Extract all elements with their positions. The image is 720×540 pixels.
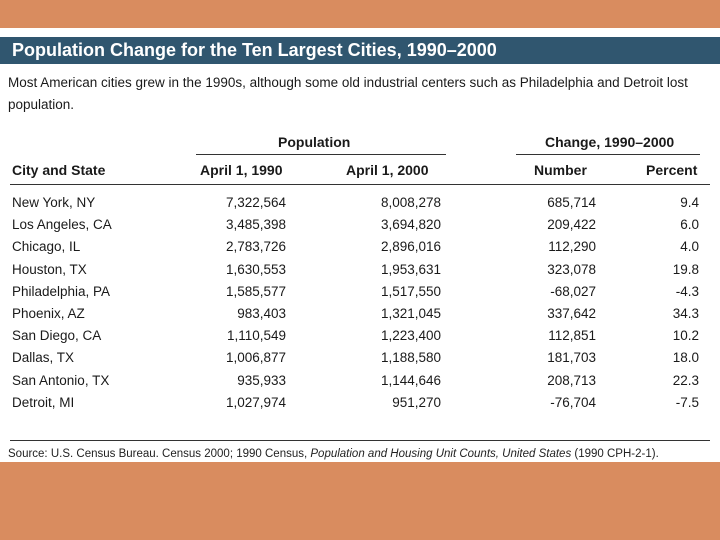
table-row: New York, NY 7,322,564 8,008,278 685,714 9.4 [0,192,720,214]
change-percent-cell: 19.8 [672,261,699,277]
source-prefix: Source: U.S. Census Bureau. Census 2000;… [8,448,311,460]
group-rule-change [516,154,700,155]
change-number-cell: 337,642 [547,306,596,321]
table-row: Houston, TX 1,630,553 1,953,631 323,078 19.8 [0,259,720,281]
change-percent-cell: 6.0 [680,217,699,233]
table-row: Phoenix, AZ 983,403 1,321,045 337,642 34.3 [0,303,720,325]
change-number-cell: 112,851 [548,328,596,344]
column-header-city: City and State [12,162,106,178]
pop-1990-cell: 1,110,549 [226,328,286,344]
header-rule [10,184,710,185]
pop-1990-cell: 983,403 [237,306,286,321]
table-row: Dallas, TX 1,006,877 1,188,580 181,703 18.0 [0,347,720,369]
table-row: Philadelphia, PA 1,585,577 1,517,550 -68,02… [0,281,720,303]
city-cell: San Antonio, TX [12,372,110,388]
city-cell: Detroit, MI [12,394,75,410]
city-cell: Chicago, IL [12,239,81,255]
pop-1990-cell: 3,485,398 [225,217,286,233]
pop-1990-cell: 7,322,564 [225,195,286,210]
pop-2000-cell: 1,321,045 [380,306,441,321]
table-row: Chicago, IL 2,783,726 2,896,016 112,290 4.0 [0,236,720,258]
change-number-cell: 685,714 [547,195,596,210]
pop-1990-cell: 935,933 [237,372,286,388]
change-number-cell: -76,704 [550,394,596,410]
change-percent-cell: 18.0 [672,350,699,366]
bottom-rule [10,440,710,441]
change-percent-cell: 22.3 [672,372,699,388]
change-percent-cell: 4.0 [680,239,699,255]
pop-2000-cell: 1,144,646 [380,372,441,388]
pop-2000-cell: 3,694,820 [380,217,441,233]
group-rule-population [196,154,446,155]
pop-2000-cell: 1,517,550 [380,283,441,299]
city-cell: Houston, TX [12,261,87,277]
pop-1990-cell: 2,783,726 [225,239,286,255]
page-title: Population Change for the Ten Largest Ci… [12,40,497,60]
city-cell: Los Angeles, CA [12,217,112,233]
change-percent-cell: 34.3 [672,306,699,321]
column-header-april-1990: April 1, 1990 [200,162,283,178]
change-number-cell: 208,713 [547,372,596,388]
change-number-cell: 112,290 [548,239,596,255]
change-number-cell: 209,422 [547,217,596,233]
source-note: Source: U.S. Census Bureau. Census 2000;… [8,445,708,463]
group-header-population: Population [278,134,351,150]
title-bar: Population Change for the Ten Largest Ci… [0,37,720,64]
table-row: San Antonio, TX 935,933 1,144,646 208,713 22… [0,370,720,392]
table-row: San Diego, CA 1,110,549 1,223,400 112,851 10… [0,325,720,347]
intro-text: Most American cities grew in the 1990s, … [8,75,688,112]
column-header-percent: Percent [646,162,698,178]
city-cell: Dallas, TX [12,350,75,366]
table-row: Detroit, MI 1,027,974 951,270 -76,704 -7.5 [0,392,720,414]
pop-1990-cell: 1,630,553 [225,261,286,277]
city-cell: New York, NY [12,195,96,210]
change-number-cell: -68,027 [550,283,596,299]
table-panel: Population Change for the Ten Largest Ci… [0,28,720,462]
table-row: Los Angeles, CA 3,485,398 3,694,820 209,422… [0,214,720,236]
city-cell: Phoenix, AZ [12,306,85,321]
change-percent-cell: -7.5 [675,394,699,410]
change-percent-cell: -4.3 [675,283,699,299]
change-number-cell: 181,703 [547,350,596,366]
pop-2000-cell: 2,896,016 [380,239,441,255]
pop-1990-cell: 1,006,877 [225,350,286,366]
pop-1990-cell: 1,027,974 [225,394,286,410]
pop-2000-cell: 1,188,580 [380,350,441,366]
pop-2000-cell: 1,953,631 [380,261,441,277]
pop-2000-cell: 8,008,278 [380,195,441,210]
source-italic: Population and Housing Unit Counts, Unit… [310,448,572,460]
change-percent-cell: 9.4 [680,195,699,210]
pop-2000-cell: 951,270 [392,394,441,410]
pop-2000-cell: 1,223,400 [380,328,441,344]
change-percent-cell: 10.2 [672,328,699,344]
source-suffix: (1990 CPH-2-1). [571,448,659,460]
city-cell: San Diego, CA [12,328,102,344]
column-header-number: Number [534,162,587,178]
column-header-april-2000: April 1, 2000 [346,162,429,178]
group-header-change: Change, 1990–2000 [545,134,675,150]
change-number-cell: 323,078 [547,261,596,277]
pop-1990-cell: 1,585,577 [225,283,286,299]
city-cell: Philadelphia, PA [12,283,111,299]
